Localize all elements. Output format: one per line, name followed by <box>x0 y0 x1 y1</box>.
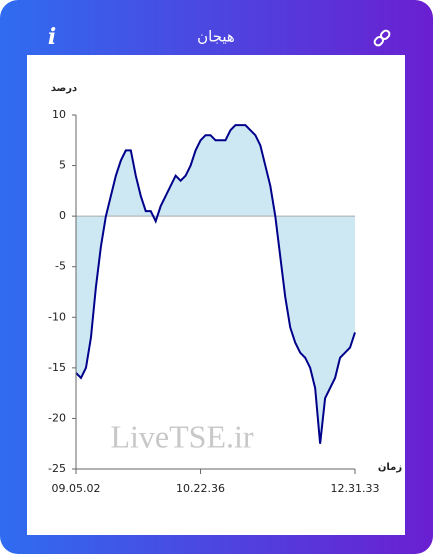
link-icon[interactable] <box>373 29 391 47</box>
y-tick-label: 10 <box>52 108 66 121</box>
y-tick-label: -15 <box>48 361 66 374</box>
x-tick-label: 09.05.02 <box>52 482 101 495</box>
watermark: LiveTSE.ir <box>110 418 253 454</box>
x-tick-label: 12.31.33 <box>331 482 380 495</box>
x-axis-label: زمان <box>378 462 402 473</box>
y-tick-label: -10 <box>48 310 66 323</box>
area-fill <box>76 125 355 444</box>
line <box>75 124 356 444</box>
y-tick-label: -5 <box>55 260 66 273</box>
info-icon[interactable]: i <box>48 24 56 50</box>
x-tick-label: 10.22.36 <box>176 482 225 495</box>
y-tick-label: -25 <box>48 462 66 475</box>
y-tick-label: 0 <box>59 209 66 222</box>
header-title: هیجان <box>197 28 235 46</box>
y-tick-label: -20 <box>48 411 66 424</box>
y-tick-label: 5 <box>59 159 66 172</box>
y-axis-label: درصد <box>51 83 77 94</box>
